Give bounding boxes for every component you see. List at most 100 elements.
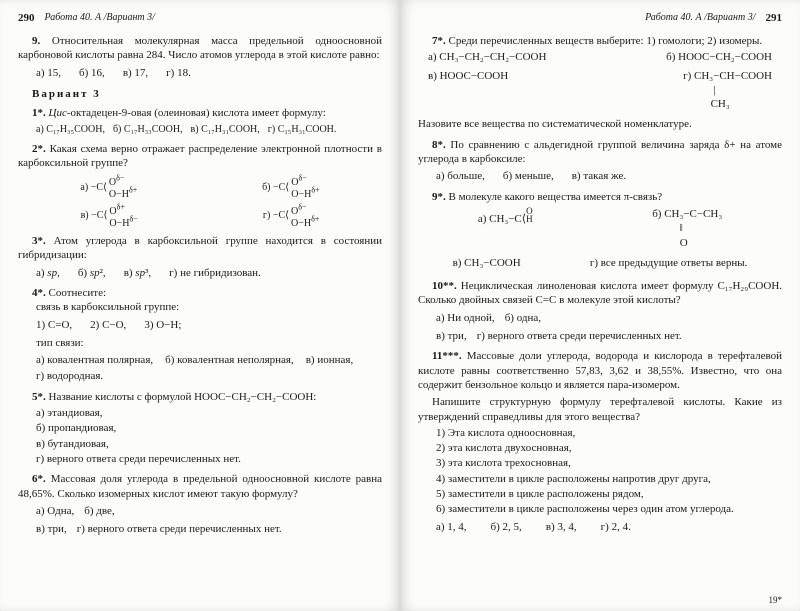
q10-text: Нециклическая линоленовая кислота имеет … (418, 280, 782, 306)
question-9r: 9*. В молекуле какого вещества имеется π… (418, 190, 782, 273)
q5-options: а) этандиовая, б) пропандиовая, в) бутан… (18, 406, 382, 466)
q10-label: 10**. (432, 280, 457, 292)
variant-heading: Вариант 3 (32, 88, 382, 100)
opt: а) C₁₇H₃₅COOH, (36, 123, 105, 136)
item: 1) Эта кислота одноосновная, (436, 426, 782, 440)
opt: а) 15, (36, 66, 61, 80)
opt: а) CH₃−C⟨OH (478, 207, 533, 250)
q2-text: Какая схема верно отражает распределение… (18, 143, 382, 169)
q4-types: а) ковалентная полярная, б) ковалентная … (18, 353, 382, 384)
diagram-d: г) −C⟨Oδ−O−Hδ+ (263, 203, 320, 228)
q9-text: Относительная молекулярная масса предель… (18, 35, 382, 61)
q8-options: а) больше, б) меньше, в) такая же. (418, 169, 782, 183)
opt: а) ковалентная полярная, (36, 353, 153, 367)
q10-options-2: в) три, г) верного ответа среди перечисл… (418, 329, 782, 343)
opt: а) этандиовая, (36, 406, 382, 420)
header-title: Работа 40. А /Вариант 3/ (45, 12, 155, 24)
q2-diagrams-row2: в) −C⟨Oδ+O−Hδ− г) −C⟨Oδ−O−Hδ+ (18, 203, 382, 228)
opt: в) такая же. (572, 169, 626, 183)
q1-options: а) C₁₇H₃₅COOH, б) C₁₇H₃₃COOH, в) C₁₇H₃₁C… (18, 123, 382, 136)
item: 4) заместители в цикле расположены напро… (436, 472, 782, 486)
q6-options: а) Одна, б) две, (18, 504, 382, 518)
opt: б) ковалентная неполярная, (165, 353, 294, 367)
opt: б) две, (84, 504, 114, 518)
item: 3) эта кислота трехосновная, (436, 456, 782, 470)
q11-options: а) 1, 4, б) 2, 5, в) 3, 4, г) 2, 4. (418, 520, 782, 534)
q6-label: 6*. (32, 473, 46, 485)
opt: в) бутандиовая, (36, 437, 382, 451)
opt: в) sp³, (124, 266, 151, 280)
question-5: 5*. Название кислоты с формулой HOOC−CH₂… (18, 390, 382, 466)
q9-label: 9. (32, 35, 40, 47)
item: 2) эта кислота двухосновная, (436, 441, 782, 455)
diagram-b: б) −C⟨Oδ−O−Hδ+ (262, 175, 320, 200)
page-right: Работа 40. А /Вариант 3/ 291 7*. Среди п… (400, 0, 800, 611)
question-11: 11***. Массовые доли углерода, водорода … (418, 349, 782, 534)
q7-label: 7*. (432, 35, 446, 47)
question-10: 10**. Нециклическая линоленовая кислота … (418, 279, 782, 343)
q7-row1: а) CH₃−CH₂−CH₂−COOH б) HOOC−CH₂−COOH (418, 48, 782, 66)
q4-bonds: 1) C=O, 2) C−O, 3) O−H; (18, 318, 382, 332)
q11-items: 1) Эта кислота одноосновная, 2) эта кисл… (418, 426, 782, 517)
footer-mark: 19* (769, 595, 783, 605)
opt: г) верного ответа среди перечисленных не… (477, 329, 682, 343)
opt: в) HOOC−COOH (428, 69, 508, 83)
q8-text: По сравнению с альдегидной группой велич… (418, 139, 782, 165)
question-2: 2*. Какая схема верно отражает распредел… (18, 142, 382, 228)
q3-label: 3*. (32, 235, 46, 247)
item: 6) заместители в цикле расположены через… (436, 502, 782, 516)
opt: в) 17, (123, 66, 148, 80)
q1-label: 1*. (32, 107, 46, 119)
opt: 3) O−H; (144, 318, 181, 332)
opt: г) 2, 4. (601, 520, 631, 534)
opt: б) одна, (505, 311, 541, 325)
opt: в) C₁₇H₃₁COOH, (191, 123, 260, 136)
q7-row2: в) HOOC−COOH г) CH₃−CH−COOH | CH₃ (418, 67, 782, 114)
question-3: 3*. Атом углерода в карбоксильной группе… (18, 234, 382, 280)
question-1: 1*. Цис-октадецен-9-овая (олеиновая) кис… (18, 106, 382, 136)
opt: в) CH₃−COOH (453, 256, 521, 270)
header-left: 290 Работа 40. А /Вариант 3/ (18, 12, 382, 24)
q11-label: 11***. (432, 350, 462, 362)
page-number: 290 (18, 12, 35, 24)
opt: в) три, (36, 522, 67, 536)
opt: а) CH₃−CH₂−CH₂−COOH (428, 50, 546, 64)
opt: г) не гибридизован. (169, 266, 261, 280)
question-6: 6*. Массовая доля углерода в предельной … (18, 472, 382, 536)
diagram-c: в) −C⟨Oδ+O−Hδ− (81, 203, 138, 228)
opt: а) sp, (36, 266, 60, 280)
q8-label: 8*. (432, 139, 446, 151)
opt: б) пропандиовая, (36, 421, 382, 435)
q4-sub1: связь в карбоксильной группе: (18, 300, 382, 314)
q2-diagrams-row1: а) −C⟨Oδ−O−Hδ+ б) −C⟨Oδ−O−Hδ+ (18, 175, 382, 200)
q5-label: 5*. (32, 391, 46, 403)
q11-text: Массовые доли углерода, водорода и кисло… (418, 350, 782, 391)
opt: а) Одна, (36, 504, 74, 518)
page-number: 291 (766, 12, 783, 24)
page-left: 290 Работа 40. А /Вариант 3/ 9. Относите… (0, 0, 400, 611)
q4-sub2: тип связи: (18, 336, 382, 350)
q6-text: Массовая доля углерода в предельной одно… (18, 473, 382, 499)
question-8: 8*. По сравнению с альдегидной группой в… (418, 138, 782, 184)
opt: в) 3, 4, (546, 520, 577, 534)
header-title: Работа 40. А /Вариант 3/ (645, 12, 755, 24)
q3-text: Атом углерода в карбоксильной группе нах… (18, 235, 382, 261)
opt: г) CH₃−CH−COOH | CH₃ (683, 69, 772, 112)
opt: 1) C=O, (36, 318, 72, 332)
question-7: 7*. Среди перечисленных веществ выберите… (418, 34, 782, 132)
q4-text: Соотнесите: (49, 287, 107, 299)
q9r-label: 9*. (432, 191, 446, 203)
question-9: 9. Относительная молекулярная масса пред… (18, 34, 382, 80)
opt: г) водородная. (36, 369, 103, 383)
opt: в) три, (436, 329, 467, 343)
opt: 2) C−O, (90, 318, 126, 332)
opt: в) ионная, (306, 353, 353, 367)
opt: б) 2, 5, (491, 520, 522, 534)
q10-options: а) Ни одной, б) одна, (418, 311, 782, 325)
q2-label: 2*. (32, 143, 46, 155)
opt: б) sp², (78, 266, 106, 280)
opt: г) все предыдущие ответы верны. (590, 256, 748, 270)
opt: а) Ни одной, (436, 311, 495, 325)
q7-text: Среди перечисленных веществ выберите: 1)… (449, 35, 763, 47)
opt: б) C₁₇H₃₃COOH, (113, 123, 183, 136)
